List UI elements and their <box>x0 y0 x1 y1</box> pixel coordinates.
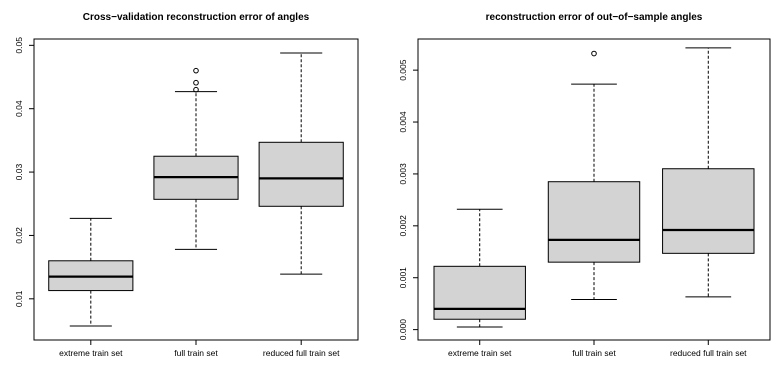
y-tick-label: 0.03 <box>14 164 24 181</box>
y-tick-label: 0.02 <box>14 227 24 244</box>
chart-title: reconstruction error of out−of−sample an… <box>486 12 703 23</box>
outlier-point <box>193 79 199 86</box>
y-tick-label: 0.001 <box>398 267 408 289</box>
outlier-point <box>193 86 199 93</box>
box-3: reduced full train set <box>662 47 755 358</box>
y-tick-label: 0.01 <box>14 290 24 307</box>
iqr-box <box>662 168 755 254</box>
outlier-point <box>591 50 597 57</box>
outlier-point <box>193 67 199 74</box>
y-tick-label: 0.005 <box>398 59 408 81</box>
box-3: reduced full train set <box>258 52 344 358</box>
iqr-box <box>258 141 344 207</box>
y-tick-label: 0.002 <box>398 215 408 237</box>
y-tick-label: 0.004 <box>398 111 408 133</box>
category-label: reduced full train set <box>670 348 747 358</box>
y-tick-label: 0.003 <box>398 163 408 185</box>
y-tick-label: 0.04 <box>14 100 24 117</box>
category-label: full train set <box>174 348 218 358</box>
iqr-box <box>547 181 641 263</box>
category-label: extreme train set <box>59 348 123 358</box>
y-tick-label: 0.000 <box>398 319 408 341</box>
box-1: extreme train set <box>433 208 526 358</box>
category-label: extreme train set <box>448 348 512 358</box>
y-tick-label: 0.05 <box>14 37 24 54</box>
iqr-box <box>433 265 526 320</box>
chart-panel-1: Cross−validation reconstruction error of… <box>14 12 359 358</box>
chart-panel-2: reconstruction error of out−of−sample an… <box>398 12 771 358</box>
box-1: extreme train set <box>48 217 134 358</box>
category-label: full train set <box>572 348 616 358</box>
box-2: full train set <box>153 67 239 358</box>
chart-title: Cross−validation reconstruction error of… <box>83 12 310 23</box>
category-label: reduced full train set <box>263 348 340 358</box>
box-2: full train set <box>547 50 641 358</box>
